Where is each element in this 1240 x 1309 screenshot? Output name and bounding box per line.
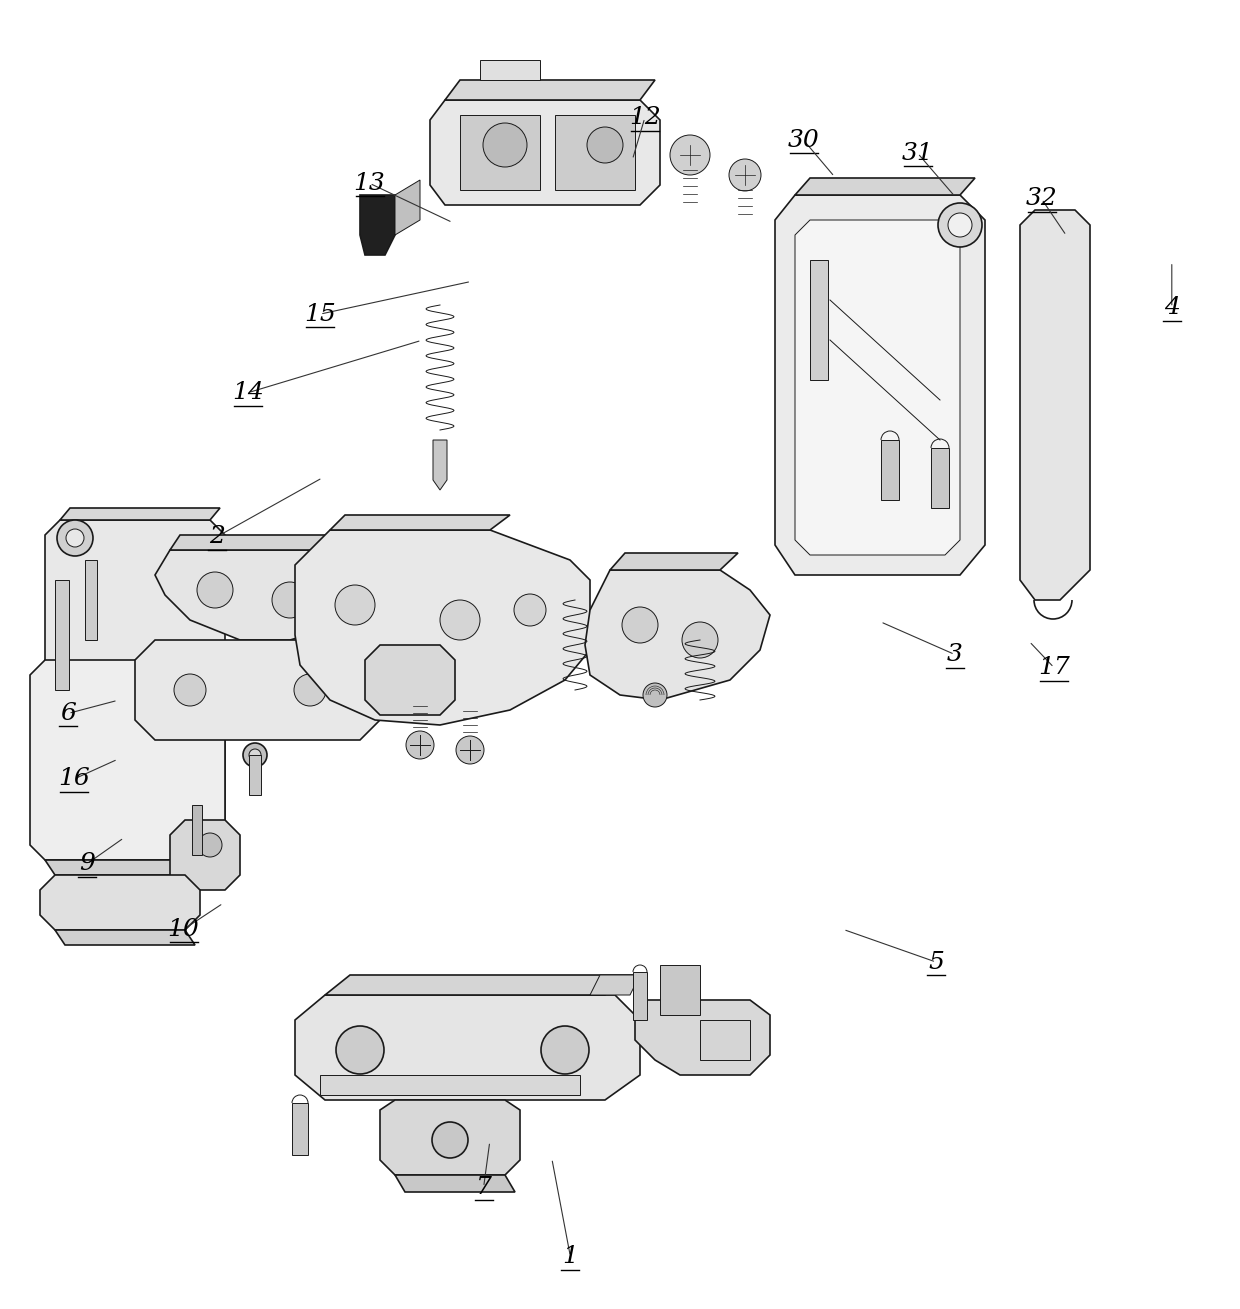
Circle shape	[272, 583, 308, 618]
Polygon shape	[295, 530, 590, 725]
Polygon shape	[880, 440, 899, 500]
Circle shape	[249, 749, 260, 761]
Polygon shape	[445, 80, 655, 99]
Text: 16: 16	[58, 767, 91, 791]
Polygon shape	[360, 195, 396, 255]
Text: 30: 30	[787, 128, 820, 152]
Text: 5: 5	[929, 950, 944, 974]
Circle shape	[432, 1122, 467, 1158]
Text: 10: 10	[167, 918, 200, 941]
Circle shape	[937, 203, 982, 247]
Polygon shape	[170, 819, 241, 890]
Polygon shape	[396, 181, 420, 236]
Circle shape	[198, 833, 222, 857]
Polygon shape	[30, 660, 224, 860]
Circle shape	[335, 585, 374, 624]
Circle shape	[587, 127, 622, 164]
Polygon shape	[480, 60, 539, 80]
Text: 14: 14	[232, 381, 264, 404]
Bar	[660, 965, 701, 1014]
Circle shape	[644, 683, 667, 707]
Polygon shape	[40, 874, 200, 929]
Polygon shape	[610, 552, 738, 569]
Circle shape	[670, 135, 711, 175]
Polygon shape	[45, 520, 224, 846]
Polygon shape	[1021, 209, 1090, 600]
Bar	[460, 115, 539, 190]
Bar	[556, 115, 635, 190]
Circle shape	[541, 1026, 589, 1073]
Circle shape	[336, 1026, 384, 1073]
Circle shape	[949, 213, 972, 237]
Text: 32: 32	[1025, 187, 1058, 211]
Circle shape	[682, 622, 718, 658]
Bar	[320, 1075, 580, 1096]
Polygon shape	[632, 973, 647, 1020]
Text: 3: 3	[947, 643, 962, 666]
Text: 9: 9	[79, 852, 94, 876]
Polygon shape	[775, 195, 985, 575]
Circle shape	[197, 572, 233, 607]
Text: 6: 6	[61, 702, 76, 725]
Polygon shape	[433, 440, 446, 490]
Text: 13: 13	[353, 171, 386, 195]
Polygon shape	[430, 99, 660, 206]
Circle shape	[57, 520, 93, 556]
Bar	[192, 805, 202, 855]
Bar	[810, 260, 828, 380]
Circle shape	[484, 123, 527, 168]
Circle shape	[243, 744, 267, 767]
Text: 4: 4	[1164, 296, 1179, 319]
Text: 1: 1	[563, 1245, 578, 1268]
Polygon shape	[931, 448, 949, 508]
Circle shape	[326, 562, 353, 589]
Text: 17: 17	[1038, 656, 1070, 679]
Polygon shape	[795, 178, 975, 195]
Polygon shape	[325, 975, 635, 995]
Polygon shape	[330, 514, 510, 530]
Polygon shape	[379, 1100, 520, 1175]
Circle shape	[456, 736, 484, 764]
Polygon shape	[635, 1000, 770, 1075]
Polygon shape	[249, 755, 260, 795]
Polygon shape	[795, 220, 960, 555]
Circle shape	[440, 600, 480, 640]
Polygon shape	[701, 1020, 750, 1060]
Circle shape	[622, 607, 658, 643]
Polygon shape	[365, 645, 455, 715]
Circle shape	[405, 730, 434, 759]
Polygon shape	[396, 1175, 515, 1192]
Text: 2: 2	[210, 525, 224, 548]
Bar	[86, 560, 97, 640]
Polygon shape	[135, 640, 379, 740]
Polygon shape	[55, 929, 195, 945]
Polygon shape	[45, 860, 219, 874]
Circle shape	[729, 158, 761, 191]
Circle shape	[294, 674, 326, 706]
Circle shape	[72, 751, 88, 768]
Polygon shape	[291, 1103, 308, 1155]
Bar	[55, 580, 69, 690]
Text: 12: 12	[629, 106, 661, 130]
Polygon shape	[60, 508, 219, 520]
Circle shape	[515, 594, 546, 626]
Polygon shape	[590, 975, 640, 995]
Polygon shape	[585, 569, 770, 700]
Circle shape	[174, 674, 206, 706]
Circle shape	[66, 529, 84, 547]
Polygon shape	[295, 995, 640, 1100]
Polygon shape	[170, 535, 374, 550]
Polygon shape	[155, 550, 391, 640]
Circle shape	[394, 664, 427, 696]
Text: 31: 31	[901, 141, 934, 165]
Text: 15: 15	[304, 302, 336, 326]
Text: 7: 7	[476, 1175, 491, 1199]
